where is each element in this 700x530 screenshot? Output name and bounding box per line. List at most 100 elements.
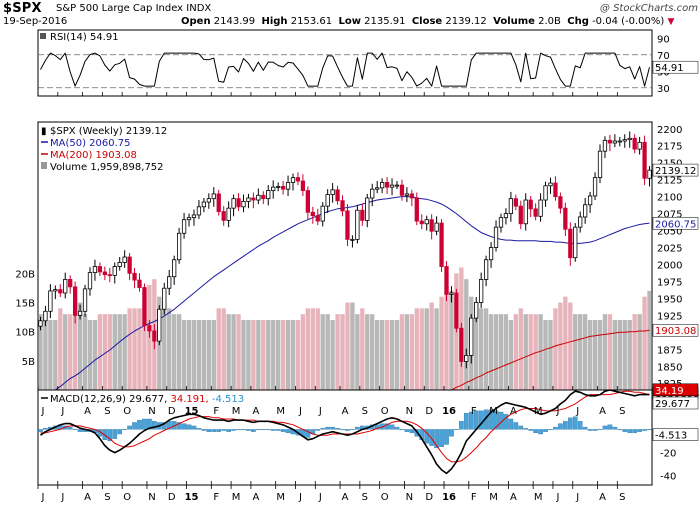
volume-bar: [607, 314, 613, 390]
candle-body: [92, 266, 98, 274]
price-tick-label: 1875: [657, 345, 682, 356]
price-x-label: S: [619, 406, 625, 417]
macd-histogram-bar: [285, 429, 291, 434]
candle-body: [578, 216, 583, 228]
candle-body: [464, 354, 469, 362]
volume-bar: [310, 308, 315, 390]
volume-bar: [498, 314, 504, 390]
volume-bar: [176, 314, 182, 390]
volume-bar: [647, 290, 652, 390]
volume-bar: [97, 314, 103, 390]
candle-body: [597, 150, 603, 179]
volume-bar: [389, 320, 395, 390]
volume-bar: [87, 320, 93, 390]
volume-bar: [335, 314, 340, 390]
candle-body: [360, 209, 365, 221]
macd-histogram-bar: [399, 429, 405, 431]
macd-histogram-bar: [107, 429, 113, 442]
candle-body: [172, 259, 177, 278]
volume-bar: [394, 320, 400, 390]
volume-bar: [350, 302, 355, 390]
macd-x-label: S: [619, 492, 625, 503]
macd-legend-macd: 29.677,: [129, 394, 170, 405]
volume-bar: [206, 320, 212, 390]
candle-body: [201, 201, 207, 208]
macd-histogram-bar: [191, 425, 197, 430]
macd-histogram-bar: [320, 428, 326, 430]
macd-histogram-bar: [161, 422, 167, 430]
candle-body: [231, 198, 236, 209]
macd-x-label: M: [276, 492, 285, 503]
candle-body: [592, 177, 598, 197]
candle-body: [474, 302, 479, 319]
candle-body: [503, 213, 509, 219]
macd-histogram-bar: [523, 428, 529, 430]
candle-body: [176, 232, 182, 261]
macd-histogram-bar: [77, 429, 83, 432]
macd-histogram-bar: [226, 429, 231, 432]
candle-body: [543, 185, 548, 201]
rsi-tick-label: 70: [657, 51, 670, 62]
volume-bar: [77, 302, 83, 390]
volume-bar: [72, 296, 78, 390]
price-tick-label: 1975: [657, 277, 682, 288]
chg-label: Chg: [567, 16, 589, 27]
volume-bar: [53, 320, 58, 390]
macd-x-label: J: [41, 492, 45, 503]
macd-x-label: J: [318, 492, 322, 503]
candle-body: [568, 228, 573, 259]
volume-bar: [449, 290, 454, 390]
close-value: 2139.12: [445, 16, 487, 27]
candle-body: [459, 327, 464, 362]
volume-bar: [518, 308, 523, 390]
price-x-label: M: [232, 406, 241, 417]
macd-histogram-bar: [265, 429, 271, 431]
macd-histogram-bar: [315, 429, 321, 431]
volume-bar: [191, 320, 197, 390]
volume-bar: [280, 320, 286, 390]
macd-histogram-bar: [647, 429, 652, 431]
volume-bar: [167, 308, 172, 390]
price-x-label: 15: [185, 406, 199, 417]
volume-bar: [261, 320, 266, 390]
macd-histogram-bar: [622, 429, 628, 432]
volume-bar: [82, 314, 88, 390]
candle-body: [107, 274, 112, 277]
volume-bar: [444, 285, 449, 390]
volume-bar: [375, 320, 380, 390]
macd-histogram-bar: [459, 421, 464, 430]
last-close-label: 2139.12: [655, 166, 696, 177]
candle-body: [82, 288, 88, 312]
macd-histogram-bar: [201, 429, 207, 431]
price-x-label: J: [298, 406, 302, 417]
volume-bar: [533, 314, 538, 390]
candle-body: [350, 238, 355, 241]
last-close-label-box: [652, 163, 699, 177]
price-x-label: O: [123, 406, 131, 417]
candle-body: [325, 194, 330, 207]
candle-body: [38, 320, 43, 327]
volume-bar: [360, 308, 365, 390]
candle-body: [493, 226, 499, 248]
volume-bar: [221, 308, 226, 390]
x-axis: JJJJAASSOONNDD1515FFMMAAMMJJJJAASSOONNDD…: [37, 92, 626, 503]
macd-histogram-bar: [325, 426, 330, 430]
macd-x-label: F: [471, 492, 477, 503]
volume-bar: [538, 314, 543, 390]
macd-x-label: M: [534, 492, 543, 503]
macd-histogram-bar: [493, 410, 499, 430]
macd-histogram-bar: [260, 429, 266, 431]
volume-bar: [439, 296, 444, 390]
volume-bar: [330, 320, 335, 390]
volume-bar: [201, 320, 207, 390]
candle-body: [68, 279, 73, 288]
candle-body: [73, 286, 78, 316]
candle-body: [439, 222, 444, 267]
macd-frame: [37, 389, 653, 486]
volume-bar: [384, 320, 390, 390]
volume-bar: [211, 320, 216, 390]
volume-bar: [271, 320, 276, 390]
macd-x-label: D: [168, 492, 176, 503]
rsi-tick-label: 90: [657, 34, 670, 45]
macd-histogram-bar: [231, 429, 236, 431]
